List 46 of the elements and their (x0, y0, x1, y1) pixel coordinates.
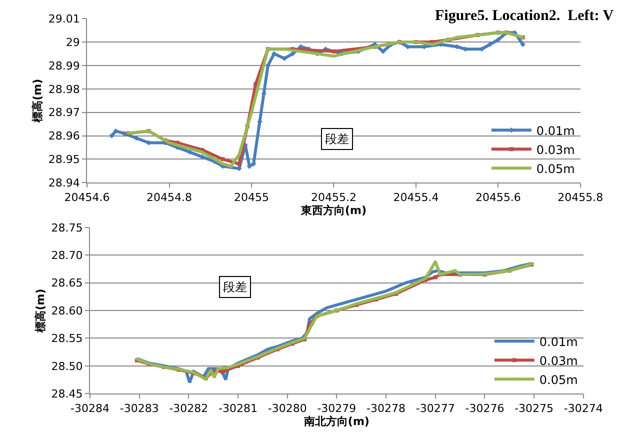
x-tick-label: -30280 (268, 402, 307, 415)
x-tick-label: 20455 (234, 190, 270, 204)
y-tick-label: 28.70 (51, 248, 83, 262)
x-tick-label: -30281 (218, 402, 258, 415)
legend-label: 0.03m (539, 354, 578, 368)
x-tick-label: 20455.2 (310, 190, 356, 204)
x-axis-title: 南北方向(m) (302, 414, 370, 428)
legend-label: 0.01m (536, 124, 575, 138)
x-tick-label: -30274 (564, 402, 603, 415)
y-tick-label: 28.99 (48, 59, 80, 72)
y-tick-label: 28.75 (51, 221, 83, 234)
legend-label: 0.03m (536, 142, 575, 157)
y-tick-label: 28.55 (51, 332, 83, 346)
y-axis-title: 標高(m) (34, 288, 47, 334)
y-tick-label: 28.95 (48, 153, 80, 166)
x-tick-label: -30275 (514, 402, 554, 415)
y-tick-label: 29.01 (48, 12, 80, 26)
chart-title: Figure5. Location2. Left: V (435, 8, 614, 24)
y-tick-label: 28.94 (48, 176, 80, 190)
x-tick-label: -30283 (120, 402, 159, 415)
x-tick-label: -30284 (70, 402, 110, 415)
y-axis-title: 標高(m) (30, 78, 44, 124)
x-tick-label: 20454.6 (64, 190, 110, 204)
x-tick-label: -30279 (317, 402, 356, 415)
x-tick-label: -30276 (465, 402, 504, 415)
x-axis-title: 東西方向(m) (300, 204, 366, 217)
x-tick-label: -30277 (416, 402, 455, 415)
y-tick-label: 28.96 (48, 130, 80, 143)
x-tick-label: 20455.4 (393, 190, 439, 204)
y-tick-label: 28.60 (51, 304, 83, 318)
legend-label: 0.01m (539, 334, 578, 349)
annotation: 段差 (223, 280, 247, 294)
y-tick-label: 28.97 (48, 106, 80, 120)
legend-label: 0.05m (539, 372, 578, 387)
y-tick-label: 28.98 (48, 82, 80, 96)
x-tick-label: -30282 (169, 402, 208, 415)
x-tick-label: 20455.6 (475, 190, 521, 204)
x-tick-label: -30278 (366, 402, 406, 415)
y-tick-label: 29 (66, 36, 80, 49)
x-tick-label: 20454.8 (146, 190, 192, 204)
annotation: 段差 (325, 132, 349, 146)
y-tick-label: 28.50 (51, 360, 83, 373)
y-tick-label: 28.45 (51, 387, 83, 400)
y-tick-label: 28.65 (51, 276, 83, 290)
legend-label: 0.05m (536, 162, 575, 176)
x-tick-label: 20455.8 (558, 190, 604, 204)
